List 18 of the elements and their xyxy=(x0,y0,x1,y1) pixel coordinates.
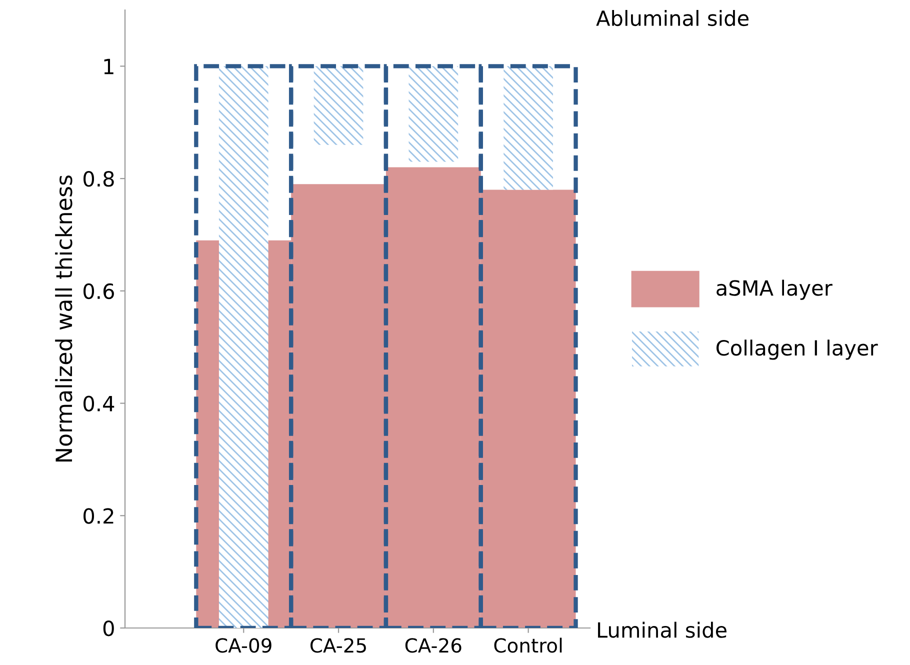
text: Luminal side xyxy=(598,622,726,638)
y-tick-label: 1 xyxy=(104,58,114,74)
x-tick-label: CA-26 xyxy=(405,638,462,653)
x-tick-label: CA-09 xyxy=(216,638,272,653)
y-tick-label: 0.6 xyxy=(84,283,114,300)
text: Abluminal side xyxy=(596,10,749,26)
bar xyxy=(314,66,364,145)
y-tick-label: 0.8 xyxy=(84,171,114,187)
y-axis-title: Normalized wall thickness xyxy=(55,175,72,462)
x-tick-label: Control xyxy=(494,638,562,653)
bar xyxy=(408,66,458,162)
legend-label: Collagen I layer xyxy=(716,340,878,360)
y-tick-label: 0 xyxy=(103,620,114,636)
x-tick-label: CA-25 xyxy=(310,638,366,653)
y-tick-label: 0.4 xyxy=(84,396,114,412)
y-tick-label: 0.2 xyxy=(84,508,114,524)
legend-label: aSMA layer xyxy=(716,280,832,300)
bar xyxy=(504,66,553,190)
